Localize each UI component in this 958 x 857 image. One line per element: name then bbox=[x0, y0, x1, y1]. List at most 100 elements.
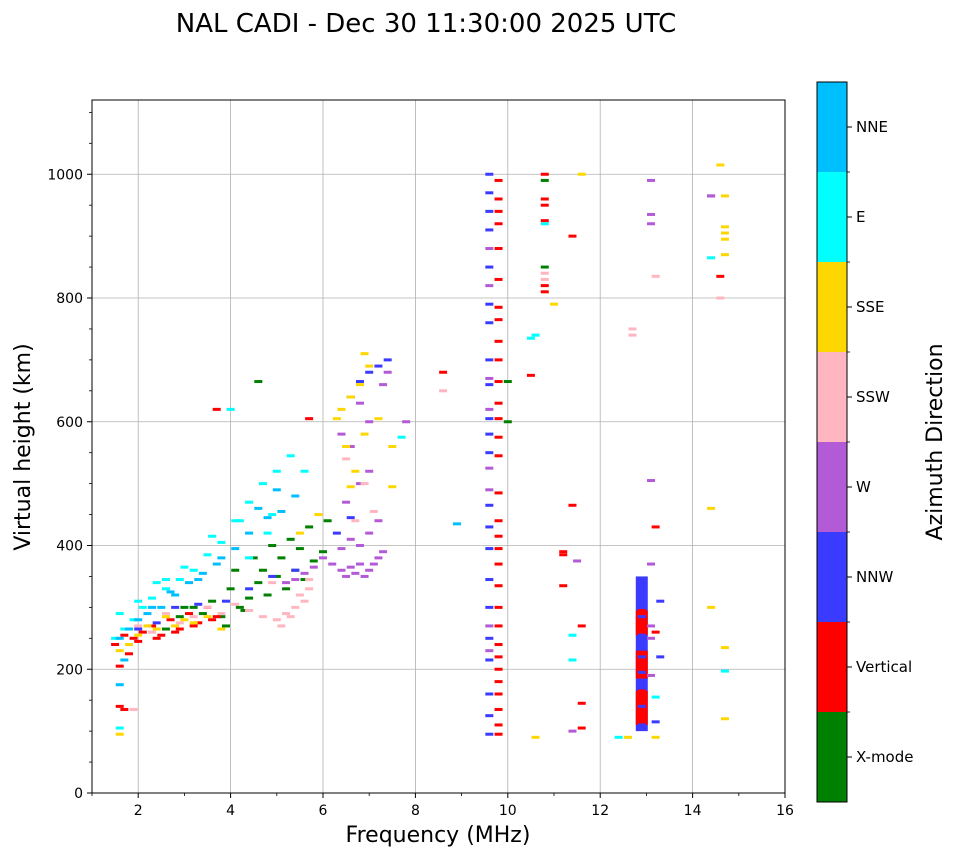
x-tick-label: 14 bbox=[684, 803, 702, 819]
echo-mark-sse bbox=[720, 717, 729, 721]
echo-mark-e bbox=[263, 531, 272, 535]
x-tick-label: 12 bbox=[591, 803, 609, 819]
echo-mark-vertical bbox=[166, 618, 175, 622]
echo-mark-vertical bbox=[568, 503, 577, 507]
colorbar-segment-sse bbox=[817, 262, 847, 352]
echo-mark-nnw bbox=[637, 683, 646, 687]
echo-mark-sse bbox=[388, 445, 397, 448]
echo-mark-ssw bbox=[189, 615, 198, 619]
echo-mark-vertical bbox=[568, 234, 577, 238]
echo-mark-sse bbox=[217, 627, 226, 631]
echo-mark-e bbox=[111, 636, 120, 640]
echo-mark-e bbox=[226, 407, 235, 411]
echo-mark-e bbox=[161, 587, 170, 591]
echo-mark-w bbox=[485, 466, 494, 470]
echo-mark-nnw bbox=[485, 732, 494, 736]
echo-mark-e bbox=[268, 513, 277, 517]
echo-mark-vertical bbox=[494, 305, 503, 309]
echo-mark-nne bbox=[272, 488, 281, 492]
echo-mark-e bbox=[152, 581, 161, 585]
echo-mark-nne bbox=[254, 506, 263, 510]
echo-mark-sse bbox=[143, 624, 152, 628]
echo-mark-ssw bbox=[628, 327, 637, 331]
echo-mark-ssw bbox=[369, 509, 378, 513]
colorbar-tick-label: SSE bbox=[856, 298, 885, 316]
echo-mark-w bbox=[355, 544, 364, 547]
colorbar-label: Azimuth Direction bbox=[923, 343, 948, 540]
echo-mark-w bbox=[337, 568, 346, 572]
echo-mark-ssw bbox=[628, 333, 637, 337]
echo-mark-vertical bbox=[494, 435, 503, 439]
echo-mark-nne bbox=[134, 618, 143, 622]
echo-mark-nnw bbox=[485, 172, 494, 176]
echo-mark-e bbox=[115, 612, 124, 616]
echo-mark-w bbox=[647, 222, 656, 226]
echo-mark-x-mode bbox=[309, 559, 318, 563]
echo-mark-vertical bbox=[494, 197, 503, 201]
x-tick-label: 2 bbox=[134, 803, 143, 819]
echo-mark-e bbox=[531, 333, 540, 337]
echo-mark-vertical bbox=[494, 643, 503, 646]
colorbar-tick-label: X-mode bbox=[856, 748, 913, 766]
echo-mark-w bbox=[346, 445, 355, 448]
echo-mark-x-mode bbox=[249, 556, 258, 560]
echo-mark-vertical bbox=[494, 519, 503, 523]
echo-mark-nne bbox=[263, 516, 272, 520]
echo-mark-sse bbox=[332, 417, 341, 421]
echo-mark-e bbox=[245, 500, 254, 504]
echo-mark-nne bbox=[212, 562, 221, 566]
echo-mark-sse bbox=[171, 624, 180, 628]
echo-mark-e bbox=[568, 658, 577, 662]
echo-mark-w bbox=[485, 624, 494, 628]
echo-mark-ssw bbox=[282, 612, 291, 616]
echo-mark-vertical bbox=[494, 584, 503, 588]
colorbar-tick-label: Vertical bbox=[856, 658, 912, 676]
echo-mark-ssw bbox=[351, 519, 360, 523]
y-tick-label: 400 bbox=[56, 539, 83, 555]
echo-mark-ssw bbox=[129, 707, 138, 711]
echo-mark-w bbox=[402, 420, 411, 424]
echo-mark-x-mode bbox=[282, 587, 291, 591]
echo-mark-vertical bbox=[577, 726, 586, 730]
echo-mark-vertical bbox=[194, 621, 203, 625]
colorbar-segment-e bbox=[817, 172, 847, 262]
colorbar-segment-nne bbox=[817, 82, 847, 172]
echo-mark-vertical bbox=[305, 417, 314, 421]
echo-mark-ssw bbox=[268, 581, 277, 585]
echo-mark-x-mode bbox=[258, 568, 267, 572]
echo-mark-e bbox=[258, 482, 267, 486]
echo-mark-w bbox=[337, 432, 346, 436]
echo-mark-vertical bbox=[111, 643, 120, 646]
echo-mark-e bbox=[180, 565, 189, 569]
x-axis-label: Frequency (MHz) bbox=[346, 823, 531, 848]
echo-mark-vertical bbox=[494, 247, 503, 250]
echo-mark-e bbox=[161, 578, 170, 582]
colorbar-tick-label: SSW bbox=[856, 388, 890, 406]
echo-mark-sse bbox=[346, 395, 355, 399]
colorbar-segment-x-mode bbox=[817, 712, 847, 802]
echo-mark-sse bbox=[388, 485, 397, 489]
echo-mark-nnw bbox=[485, 525, 494, 529]
echo-mark-sse bbox=[707, 506, 716, 510]
echo-mark-ssw bbox=[439, 389, 448, 393]
echo-mark-nnw bbox=[485, 547, 494, 551]
echo-mark-vertical bbox=[494, 605, 503, 609]
echo-mark-sse bbox=[115, 732, 124, 736]
echo-mark-ssw bbox=[272, 618, 281, 622]
echo-mark-e bbox=[651, 695, 660, 699]
echo-mark-sse bbox=[351, 469, 360, 473]
echo-mark-w bbox=[485, 284, 494, 288]
echo-mark-e bbox=[540, 222, 549, 226]
y-tick-label: 600 bbox=[56, 415, 83, 431]
colorbar-tick-label: E bbox=[856, 208, 865, 226]
echo-mark-nne bbox=[198, 571, 207, 575]
echo-mark-e bbox=[134, 599, 143, 603]
echo-mark-w bbox=[282, 581, 291, 585]
echo-mark-w bbox=[379, 383, 388, 387]
echo-mark-vertical bbox=[148, 624, 157, 628]
echo-mark-vertical bbox=[637, 627, 646, 631]
echo-mark-nnw bbox=[485, 321, 494, 325]
echo-mark-nne bbox=[194, 578, 203, 582]
echo-mark-vertical bbox=[526, 373, 535, 377]
echo-mark-vertical bbox=[175, 627, 184, 631]
